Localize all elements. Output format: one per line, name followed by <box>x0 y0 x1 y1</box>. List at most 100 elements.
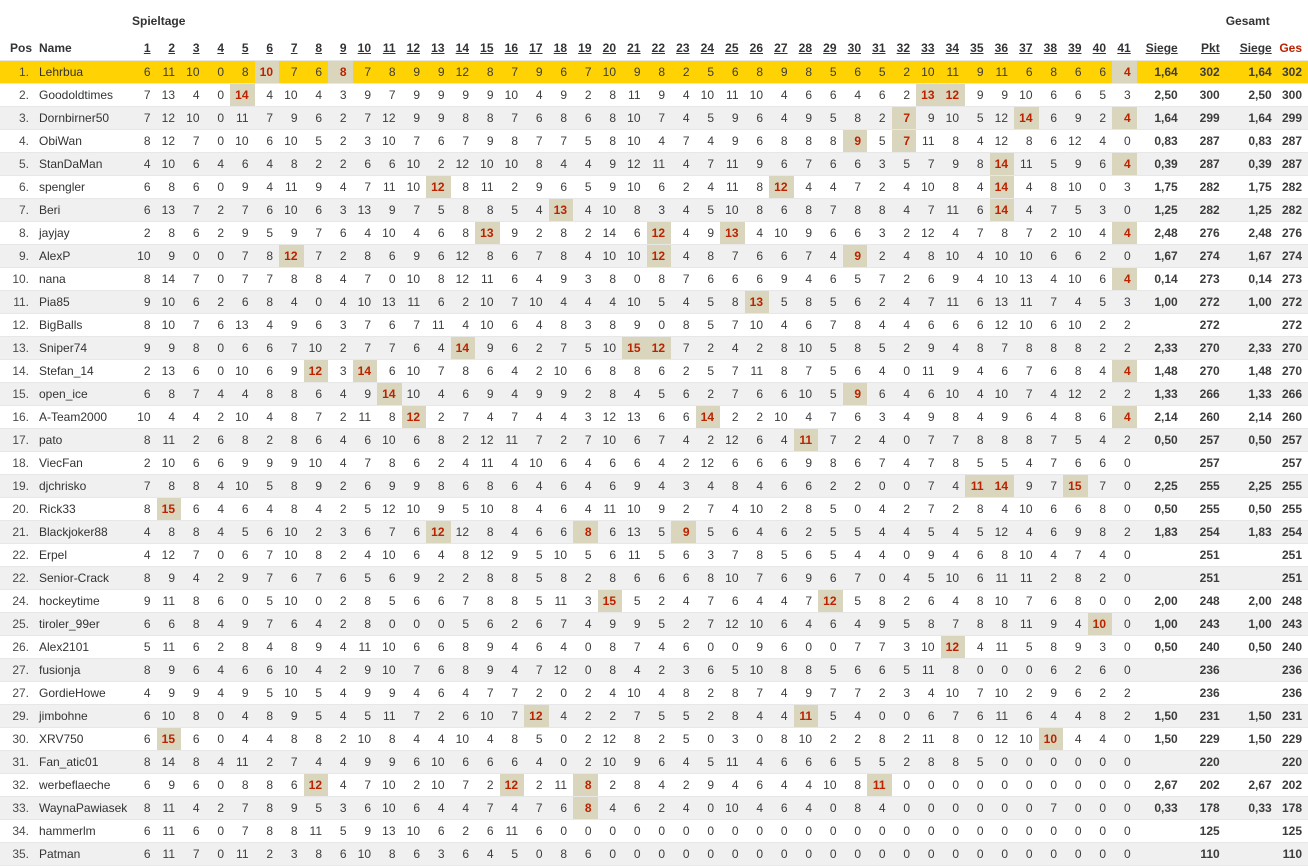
day-cell: 10 <box>940 106 966 130</box>
day-header-link[interactable]: 34 <box>945 41 960 55</box>
day-header-link[interactable]: 5 <box>241 41 249 55</box>
day-cell: 7 <box>548 129 574 153</box>
day-header-link[interactable]: 3 <box>192 41 200 55</box>
day-header-link[interactable]: 36 <box>994 41 1009 55</box>
day-cell: 6 <box>720 267 745 291</box>
day-header-link[interactable]: 7 <box>290 41 298 55</box>
day-header-link[interactable]: 14 <box>455 41 470 55</box>
day-cell: 8 <box>475 106 500 130</box>
ges-cell: 257 <box>1277 428 1308 452</box>
day-header-link[interactable]: 11 <box>382 41 396 55</box>
day-cell: 10 <box>279 681 304 705</box>
day-header-link[interactable]: 6 <box>266 41 274 55</box>
siege-header-link[interactable]: Siege <box>1145 41 1178 55</box>
day-cell: 13 <box>377 290 402 314</box>
day-cell: 0 <box>524 842 549 866</box>
day-cell: 11 <box>426 313 451 337</box>
day-header-link[interactable]: 35 <box>970 41 984 55</box>
day-header-link[interactable]: 29 <box>823 41 837 55</box>
day-cell: 4 <box>793 612 819 636</box>
day-cell: 4 <box>573 198 598 222</box>
day-header-link[interactable]: 8 <box>315 41 323 55</box>
day-cell: 8 <box>132 497 157 521</box>
day-header-link[interactable]: 27 <box>774 41 788 55</box>
day-header-link[interactable]: 18 <box>553 41 568 55</box>
day-header-link[interactable]: 37 <box>1019 41 1033 55</box>
day-cell: 8 <box>132 267 157 291</box>
ges-cell: 276 <box>1277 221 1308 245</box>
day-cell: 0 <box>1087 773 1113 797</box>
day-cell: 4 <box>254 405 280 429</box>
table-row: 12. BigBalls 8 10 7 6 13 4 9 6 3 7 6 7 11 4 10 6 4 8 3 8 9 0 8 5 7… <box>0 313 1308 337</box>
day-cell: 7 <box>965 681 990 705</box>
day-header-link[interactable]: 33 <box>921 41 935 55</box>
day-cell: 7 <box>132 106 157 130</box>
day-header-link[interactable]: 17 <box>529 41 543 55</box>
day-cell: 4 <box>230 704 255 728</box>
ges-cell: 270 <box>1277 336 1308 360</box>
header-label-row: Pos Name 1 2 3 4 5 6 7 8 9 10 11 12 13 14 15 16 17 18 19 20… <box>0 29 1308 61</box>
day-cell: 6 <box>401 451 427 475</box>
day-header-link[interactable]: 30 <box>847 41 862 55</box>
day-header-link[interactable]: 23 <box>676 41 690 55</box>
siege-cell <box>1136 750 1184 774</box>
day-header-link[interactable]: 24 <box>700 41 715 55</box>
day-header-link[interactable]: 31 <box>872 41 886 55</box>
pkt-cell: 236 <box>1183 658 1226 682</box>
day-header-link[interactable]: 19 <box>578 41 592 55</box>
day-header-link[interactable]: 1 <box>143 41 151 55</box>
day-header-link[interactable]: 40 <box>1092 41 1107 55</box>
day-cell: 4 <box>1038 405 1064 429</box>
day-header-link[interactable]: 2 <box>168 41 176 55</box>
siege-gesamt-cell: 2,00 <box>1225 589 1278 613</box>
day-header-link[interactable]: 12 <box>406 41 421 55</box>
day-header-link[interactable]: 21 <box>627 41 641 55</box>
table-row: 25. tiroler_99er 6 6 8 4 9 7 6 4 2 8 0 0 0 5 6 2 6 7 4 9 9 5 2 7 1… <box>0 612 1308 636</box>
day-header-link[interactable]: 20 <box>602 41 617 55</box>
siege-gesamt-cell <box>1225 842 1278 866</box>
day-header-link[interactable]: 22 <box>651 41 666 55</box>
pkt-cell: 260 <box>1183 405 1226 429</box>
day-header-link[interactable]: 4 <box>217 41 225 55</box>
day-header-link[interactable]: 15 <box>480 41 494 55</box>
day-cell: 0 <box>1112 244 1137 268</box>
day-cell: 6 <box>769 451 794 475</box>
day-cell: 8 <box>475 474 500 498</box>
day-header-link[interactable]: 9 <box>339 41 347 55</box>
day-cell: 9 <box>769 267 794 291</box>
day-cell: 7 <box>230 244 255 268</box>
day-cell: 8 <box>499 497 525 521</box>
day-header-link[interactable]: 16 <box>504 41 519 55</box>
pkt-cell: 257 <box>1183 428 1226 452</box>
day-header-link[interactable]: 28 <box>798 41 813 55</box>
ges-cell: 236 <box>1277 658 1308 682</box>
day-cell: 6 <box>965 704 990 728</box>
ges-header[interactable]: Ges <box>1279 41 1302 55</box>
day-cell: 7 <box>916 474 941 498</box>
siege-cell: 1,33 <box>1136 382 1184 406</box>
pkt-header-link[interactable]: Pkt <box>1201 41 1220 55</box>
day-cell: 7 <box>695 152 721 176</box>
day-cell: 8 <box>842 313 868 337</box>
day-cell: 2 <box>671 497 696 521</box>
ges-cell: 251 <box>1277 543 1308 567</box>
day-cell: 6 <box>622 428 647 452</box>
day-header-link[interactable]: 13 <box>431 41 445 55</box>
day-cell: 5 <box>965 520 990 544</box>
day-header-link[interactable]: 26 <box>749 41 764 55</box>
day-header-link[interactable]: 25 <box>725 41 739 55</box>
pos-cell: 3. <box>0 106 33 130</box>
day-cell: 9 <box>230 681 255 705</box>
day-cell: 4 <box>303 83 329 107</box>
day-cell: 8 <box>328 60 353 84</box>
siege-gesamt-header-link[interactable]: Siege <box>1239 41 1272 55</box>
day-header-link[interactable]: 38 <box>1043 41 1058 55</box>
day-cell: 8 <box>769 658 794 682</box>
day-header-link[interactable]: 10 <box>357 41 372 55</box>
day-cell: 8 <box>426 474 451 498</box>
day-cell: 2 <box>646 658 672 682</box>
day-header-link[interactable]: 32 <box>896 41 911 55</box>
day-header-link[interactable]: 39 <box>1068 41 1082 55</box>
day-cell: 6 <box>1087 60 1113 84</box>
day-header-link[interactable]: 41 <box>1117 41 1131 55</box>
